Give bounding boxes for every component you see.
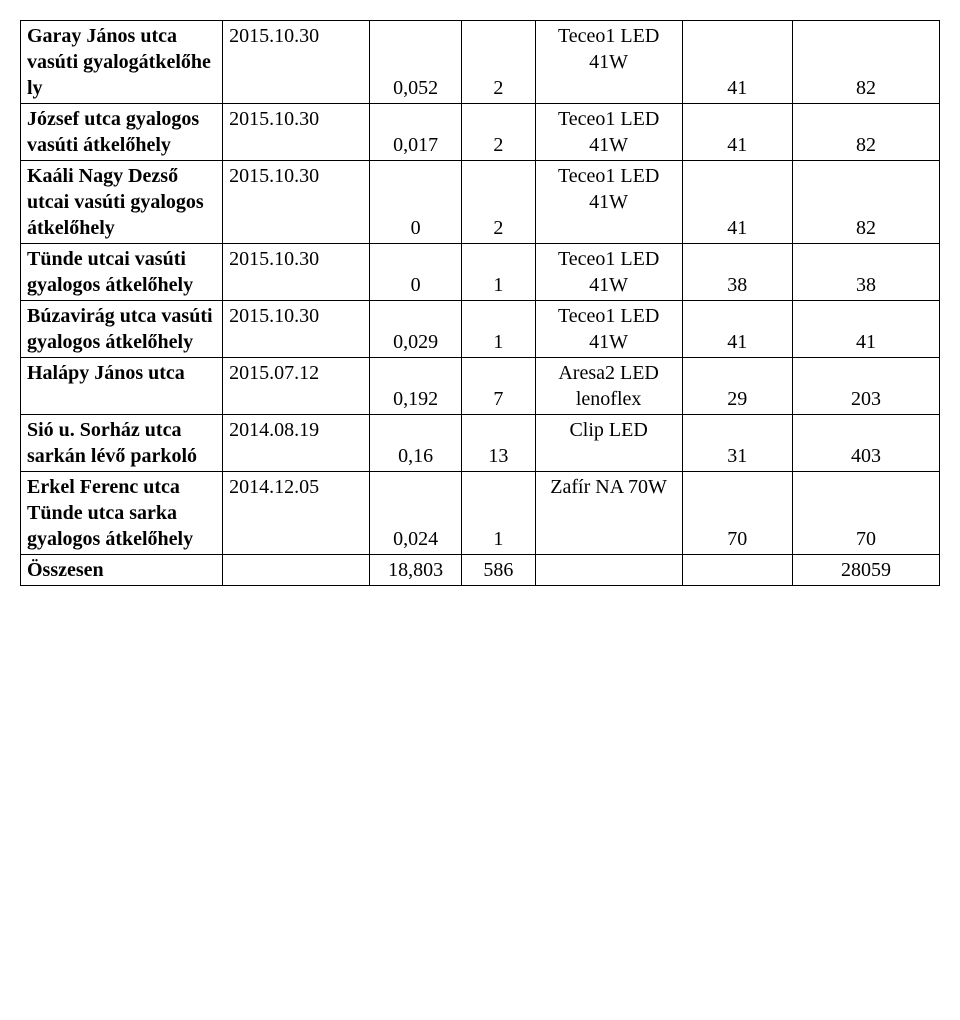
- cell-lamp: Teceo1 LED 41W: [535, 161, 682, 244]
- cell-val4: 82: [792, 161, 939, 244]
- cell-location: Búzavirág utca vasúti gyalogos átkelőhel…: [21, 301, 223, 358]
- cell-location: Halápy János utca: [21, 358, 223, 415]
- cell-val3: 41: [682, 21, 792, 104]
- cell-val2: 7: [462, 358, 536, 415]
- cell-val1: 0,192: [370, 358, 462, 415]
- cell-val3: 38: [682, 244, 792, 301]
- table-body: Garay János utca vasúti gyalogátkelőhe l…: [21, 21, 940, 586]
- cell-total-empty: [223, 555, 370, 586]
- cell-val2: 1: [462, 472, 536, 555]
- cell-val2: 2: [462, 21, 536, 104]
- cell-lamp: Teceo1 LED 41W: [535, 244, 682, 301]
- table-row: Halápy János utca2015.07.120,1927Aresa2 …: [21, 358, 940, 415]
- table-row: Búzavirág utca vasúti gyalogos átkelőhel…: [21, 301, 940, 358]
- cell-val1: 0: [370, 161, 462, 244]
- cell-total-val4: 28059: [792, 555, 939, 586]
- cell-val2: 2: [462, 104, 536, 161]
- cell-total-val1: 18,803: [370, 555, 462, 586]
- cell-val4: 403: [792, 415, 939, 472]
- cell-val1: 0,029: [370, 301, 462, 358]
- cell-val2: 1: [462, 301, 536, 358]
- table-row: József utca gyalogos vasúti átkelőhely20…: [21, 104, 940, 161]
- cell-location: Kaáli Nagy Dezső utcai vasúti gyalogos á…: [21, 161, 223, 244]
- cell-val1: 0,052: [370, 21, 462, 104]
- cell-lamp: Clip LED: [535, 415, 682, 472]
- cell-val3: 29: [682, 358, 792, 415]
- cell-total-empty: [535, 555, 682, 586]
- cell-val4: 203: [792, 358, 939, 415]
- cell-val3: 41: [682, 104, 792, 161]
- cell-val1: 0,024: [370, 472, 462, 555]
- cell-date: 2014.12.05: [223, 472, 370, 555]
- cell-total-label: Összesen: [21, 555, 223, 586]
- cell-val1: 0: [370, 244, 462, 301]
- cell-val2: 13: [462, 415, 536, 472]
- cell-val4: 41: [792, 301, 939, 358]
- cell-lamp: Zafír NA 70W: [535, 472, 682, 555]
- cell-total-val2: 586: [462, 555, 536, 586]
- cell-val1: 0,16: [370, 415, 462, 472]
- cell-location: Tünde utcai vasúti gyalogos átkelőhely: [21, 244, 223, 301]
- cell-val2: 2: [462, 161, 536, 244]
- table-row: Erkel Ferenc utca Tünde utca sarka gyalo…: [21, 472, 940, 555]
- table-row: Tünde utcai vasúti gyalogos átkelőhely20…: [21, 244, 940, 301]
- cell-location: József utca gyalogos vasúti átkelőhely: [21, 104, 223, 161]
- cell-location: Erkel Ferenc utca Tünde utca sarka gyalo…: [21, 472, 223, 555]
- cell-location: Garay János utca vasúti gyalogátkelőhe l…: [21, 21, 223, 104]
- cell-date: 2015.10.30: [223, 161, 370, 244]
- lighting-table: Garay János utca vasúti gyalogátkelőhe l…: [20, 20, 940, 586]
- table-row: Garay János utca vasúti gyalogátkelőhe l…: [21, 21, 940, 104]
- cell-lamp: Aresa2 LED lenoflex: [535, 358, 682, 415]
- cell-total-empty: [682, 555, 792, 586]
- table-row-totals: Összesen 18,803586 28059: [21, 555, 940, 586]
- cell-date: 2015.10.30: [223, 21, 370, 104]
- cell-val4: 70: [792, 472, 939, 555]
- cell-val3: 41: [682, 161, 792, 244]
- cell-val2: 1: [462, 244, 536, 301]
- table-row: Kaáli Nagy Dezső utcai vasúti gyalogos á…: [21, 161, 940, 244]
- cell-lamp: Teceo1 LED 41W: [535, 301, 682, 358]
- cell-val1: 0,017: [370, 104, 462, 161]
- cell-val3: 70: [682, 472, 792, 555]
- cell-lamp: Teceo1 LED 41W: [535, 104, 682, 161]
- cell-val4: 82: [792, 104, 939, 161]
- cell-val3: 41: [682, 301, 792, 358]
- cell-date: 2014.08.19: [223, 415, 370, 472]
- cell-val3: 31: [682, 415, 792, 472]
- cell-date: 2015.07.12: [223, 358, 370, 415]
- cell-date: 2015.10.30: [223, 104, 370, 161]
- cell-lamp: Teceo1 LED 41W: [535, 21, 682, 104]
- cell-val4: 82: [792, 21, 939, 104]
- cell-location: Sió u. Sorház utca sarkán lévő parkoló: [21, 415, 223, 472]
- cell-date: 2015.10.30: [223, 301, 370, 358]
- cell-date: 2015.10.30: [223, 244, 370, 301]
- table-row: Sió u. Sorház utca sarkán lévő parkoló20…: [21, 415, 940, 472]
- cell-val4: 38: [792, 244, 939, 301]
